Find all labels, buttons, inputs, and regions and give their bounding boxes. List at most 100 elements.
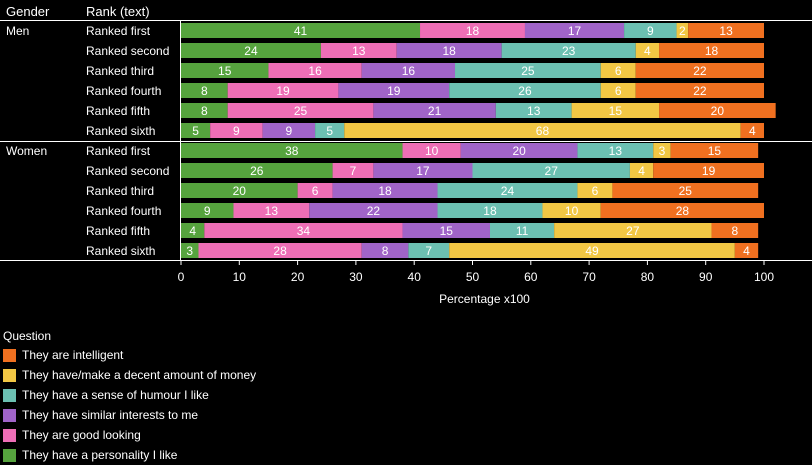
rank-label: Ranked fourth (86, 84, 161, 98)
legend-swatch (3, 428, 16, 442)
bar-value-label: 17 (568, 24, 582, 38)
rank-label: Ranked fifth (86, 104, 150, 118)
bar-segment (204, 223, 403, 238)
x-tick-label: 100 (754, 270, 774, 284)
bar-value-label: 9 (286, 124, 293, 138)
legend-item[interactable]: They have/make a decent amount of money (3, 365, 256, 385)
legend-item[interactable]: They have similar interests to me (3, 405, 256, 425)
bar-value-label: 19 (702, 164, 716, 178)
bar-segment (181, 143, 403, 158)
bar-segment (635, 83, 764, 98)
bar-value-label: 22 (367, 204, 381, 218)
bar-segment (332, 163, 374, 178)
bar-value-label: 34 (297, 224, 311, 238)
bar-value-label: 24 (501, 184, 515, 198)
bar-value-label: 16 (402, 64, 416, 78)
legend-item[interactable]: They have a personality I like (3, 445, 256, 465)
bar-segment (309, 203, 438, 218)
bar-value-label: 21 (428, 104, 442, 118)
bar-segment (227, 83, 339, 98)
bar-segment (297, 183, 333, 198)
gender-column-header: Gender (6, 4, 50, 19)
bar-value-label: 49 (585, 244, 599, 258)
rank-label: Ranked first (86, 24, 151, 38)
bar-value-label: 3 (186, 244, 193, 258)
bar-segment (181, 83, 228, 98)
rank-label: Ranked second (86, 44, 169, 58)
bar-segment (402, 223, 490, 238)
rank-label: Ranked third (86, 184, 154, 198)
bar-value-label: 16 (308, 64, 322, 78)
gender-label: Men (6, 24, 29, 38)
bar-segment (635, 43, 660, 58)
bar-value-label: 27 (545, 164, 559, 178)
bar-value-label: 8 (382, 244, 389, 258)
bar-segment (181, 103, 228, 118)
rank-label: Ranked first (86, 144, 151, 158)
bar-segment (181, 23, 421, 38)
bar-segment (670, 143, 759, 158)
bar-value-label: 23 (562, 44, 576, 58)
legend-item[interactable]: They have a sense of humour I like (3, 385, 256, 405)
bar-segment (711, 223, 759, 238)
legend-swatch (3, 408, 16, 422)
bar-value-label: 6 (592, 184, 599, 198)
rank-label: Ranked second (86, 164, 169, 178)
bar-value-label: 13 (527, 104, 541, 118)
x-tick-label: 0 (178, 270, 185, 284)
bar-value-label: 4 (638, 164, 645, 178)
bar-value-label: 5 (326, 124, 333, 138)
legend-item[interactable]: They are good looking (3, 425, 256, 445)
bar-segment (577, 143, 654, 158)
bar-segment (676, 23, 689, 38)
bar-segment (524, 23, 625, 38)
bar-value-label: 9 (204, 204, 211, 218)
x-axis-title: Percentage x100 (439, 292, 530, 306)
bar-segment (320, 43, 397, 58)
gender-label: Women (6, 144, 47, 158)
bar-segment (740, 123, 764, 138)
bar-value-label: 8 (732, 224, 739, 238)
bar-segment (437, 183, 578, 198)
bar-value-label: 18 (466, 24, 480, 38)
bar-value-label: 25 (294, 104, 308, 118)
bar-value-label: 4 (644, 44, 651, 58)
bar-segment (181, 123, 211, 138)
bar-segment (181, 43, 321, 58)
legend-swatch (3, 388, 16, 402)
bar-value-label: 13 (265, 204, 279, 218)
bar-value-label: 26 (518, 84, 532, 98)
bar-value-label: 20 (711, 104, 725, 118)
bar-segment (181, 203, 234, 218)
bar-segment (181, 243, 199, 258)
bar-value-label: 24 (244, 44, 258, 58)
bar-value-label: 7 (425, 244, 432, 258)
bar-value-label: 28 (273, 244, 287, 258)
x-tick-label: 20 (291, 270, 305, 284)
bar-value-label: 27 (626, 224, 640, 238)
bar-segment (635, 63, 764, 78)
bar-segment (338, 83, 450, 98)
bar-segment (501, 43, 636, 58)
bar-value-label: 15 (440, 224, 454, 238)
bar-segment (624, 23, 677, 38)
legend-item[interactable]: They are intelligent (3, 345, 256, 365)
bar-segment (268, 63, 362, 78)
bar-segment (688, 23, 764, 38)
bar-value-label: 15 (708, 144, 722, 158)
bar-value-label: 10 (565, 204, 579, 218)
bar-segment (600, 63, 636, 78)
bar-value-label: 4 (189, 224, 196, 238)
x-tick-label: 60 (524, 270, 538, 284)
bar-value-label: 19 (387, 84, 401, 98)
bar-value-label: 2 (679, 24, 686, 38)
bar-value-label: 38 (285, 144, 299, 158)
legend-label: They are good looking (22, 428, 141, 442)
bar-segment (659, 43, 764, 58)
bar-segment (600, 203, 764, 218)
bar-segment (437, 203, 543, 218)
bar-value-label: 9 (647, 24, 654, 38)
bar-segment (344, 123, 741, 138)
bar-segment (315, 123, 345, 138)
